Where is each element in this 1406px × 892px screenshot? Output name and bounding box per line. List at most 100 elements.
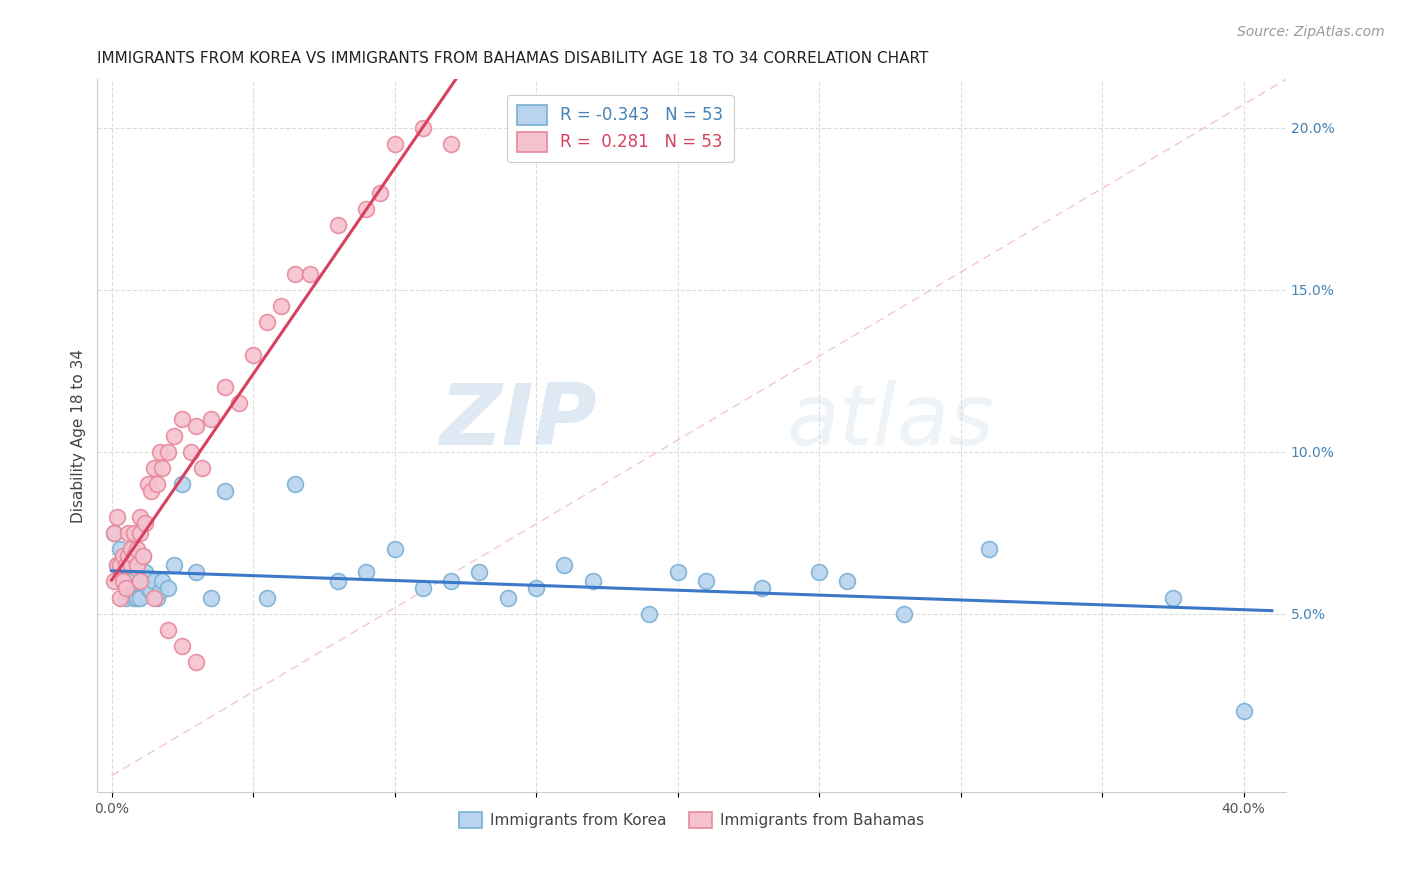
Point	[108, 558, 131, 573]
Point	[326, 574, 349, 589]
Point	[384, 541, 406, 556]
Point	[157, 445, 180, 459]
Point	[837, 574, 859, 589]
Point	[125, 591, 148, 605]
Point	[412, 120, 434, 135]
Point	[125, 541, 148, 556]
Point	[354, 202, 377, 216]
Point	[120, 541, 142, 556]
Point	[808, 565, 831, 579]
Point	[111, 549, 134, 563]
Point	[152, 461, 174, 475]
Point	[117, 525, 139, 540]
Point	[186, 565, 208, 579]
Point	[298, 267, 321, 281]
Point	[214, 380, 236, 394]
Point	[172, 477, 194, 491]
Point	[149, 445, 172, 459]
Point	[139, 584, 162, 599]
Point	[103, 574, 125, 589]
Point	[270, 299, 292, 313]
Point	[751, 581, 773, 595]
Point	[114, 591, 136, 605]
Point	[105, 509, 128, 524]
Point	[412, 581, 434, 595]
Point	[284, 267, 307, 281]
Point	[191, 461, 214, 475]
Point	[524, 581, 547, 595]
Point	[120, 587, 142, 601]
Point	[1232, 704, 1254, 718]
Point	[152, 574, 174, 589]
Point	[142, 574, 165, 589]
Point	[163, 428, 186, 442]
Point	[893, 607, 915, 621]
Point	[214, 483, 236, 498]
Point	[111, 574, 134, 589]
Point	[496, 591, 519, 605]
Point	[180, 445, 202, 459]
Point	[134, 516, 156, 530]
Point	[146, 591, 169, 605]
Text: Source: ZipAtlas.com: Source: ZipAtlas.com	[1237, 25, 1385, 39]
Point	[114, 581, 136, 595]
Point	[111, 574, 134, 589]
Point	[120, 558, 142, 573]
Point	[163, 558, 186, 573]
Text: atlas: atlas	[787, 380, 995, 463]
Point	[108, 591, 131, 605]
Point	[172, 639, 194, 653]
Point	[131, 549, 153, 563]
Point	[284, 477, 307, 491]
Point	[125, 584, 148, 599]
Point	[122, 549, 145, 563]
Point	[149, 584, 172, 599]
Point	[157, 581, 180, 595]
Point	[128, 574, 150, 589]
Point	[105, 558, 128, 573]
Point	[695, 574, 717, 589]
Point	[256, 591, 278, 605]
Point	[114, 581, 136, 595]
Point	[117, 549, 139, 563]
Point	[117, 581, 139, 595]
Point	[142, 591, 165, 605]
Point	[384, 137, 406, 152]
Point	[131, 549, 153, 563]
Point	[200, 412, 222, 426]
Point	[103, 525, 125, 540]
Point	[122, 581, 145, 595]
Point	[440, 137, 463, 152]
Point	[122, 525, 145, 540]
Point	[354, 565, 377, 579]
Point	[186, 419, 208, 434]
Point	[370, 186, 392, 200]
Point	[468, 565, 491, 579]
Point	[172, 412, 194, 426]
Text: IMMIGRANTS FROM KOREA VS IMMIGRANTS FROM BAHAMAS DISABILITY AGE 18 TO 34 CORRELA: IMMIGRANTS FROM KOREA VS IMMIGRANTS FROM…	[97, 51, 929, 66]
Point	[186, 656, 208, 670]
Point	[977, 541, 1000, 556]
Point	[103, 525, 125, 540]
Point	[136, 581, 159, 595]
Point	[1161, 591, 1184, 605]
Text: ZIP: ZIP	[439, 380, 596, 463]
Point	[666, 565, 689, 579]
Point	[553, 558, 575, 573]
Point	[128, 591, 150, 605]
Point	[108, 565, 131, 579]
Point	[157, 623, 180, 637]
Point	[326, 218, 349, 232]
Legend: Immigrants from Korea, Immigrants from Bahamas: Immigrants from Korea, Immigrants from B…	[453, 806, 931, 834]
Point	[120, 584, 142, 599]
Point	[200, 591, 222, 605]
Point	[242, 348, 264, 362]
Point	[128, 509, 150, 524]
Point	[128, 525, 150, 540]
Point	[638, 607, 661, 621]
Point	[582, 574, 605, 589]
Point	[105, 558, 128, 573]
Point	[134, 565, 156, 579]
Point	[139, 483, 162, 498]
Point	[125, 558, 148, 573]
